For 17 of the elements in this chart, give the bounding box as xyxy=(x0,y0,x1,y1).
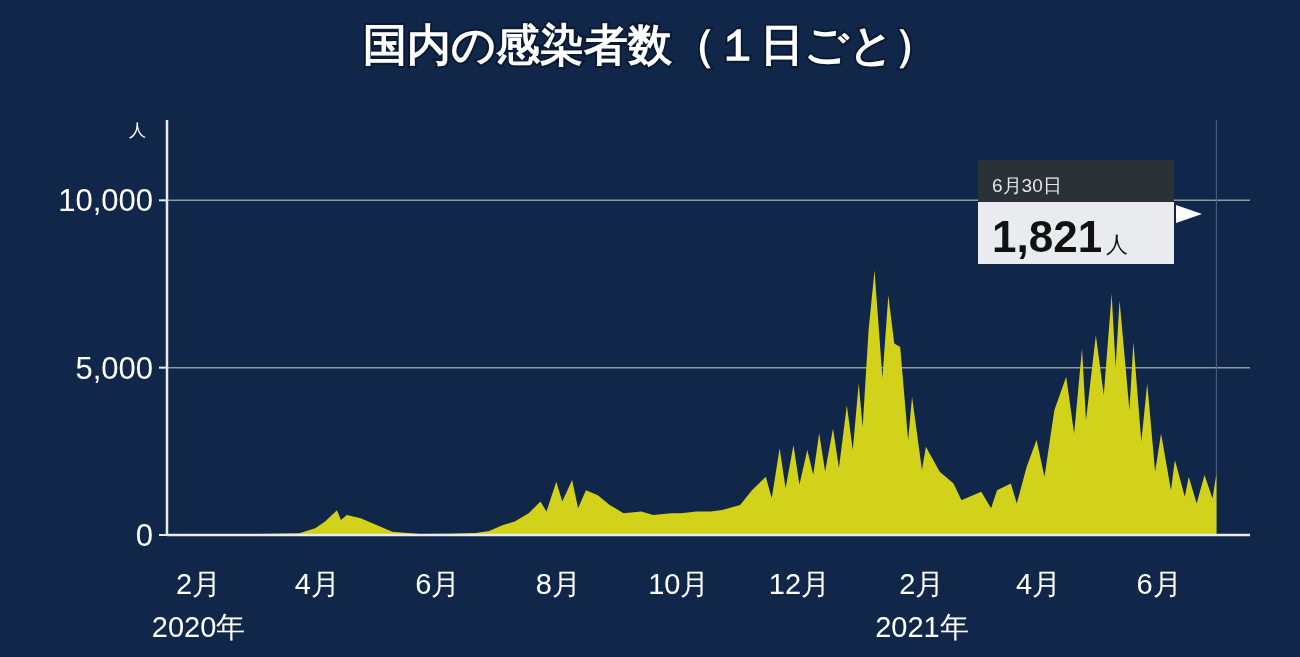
x-tick-label: 2月 2020年 xyxy=(151,568,246,643)
text: 1,821 xyxy=(992,212,1103,261)
x-tick-label: 2月 2021年 xyxy=(875,568,969,643)
x-tick-label: 12月 xyxy=(768,568,831,600)
x-tick-label: 6月 xyxy=(415,568,461,600)
x-tick-label: 4月 xyxy=(1015,568,1062,600)
x-tick-label: 10月 xyxy=(648,568,710,600)
y-tick-label: 5,000 xyxy=(75,350,153,386)
x-tick-label: 6月 xyxy=(1136,568,1182,600)
x-tick-label: 8月 xyxy=(535,568,581,600)
annotation: 6月30日 xyxy=(992,175,1062,196)
y-axis-title: 人 xyxy=(1106,232,1129,257)
x-tick-label: 4月 xyxy=(294,568,340,600)
y-tick-label: 10,000 xyxy=(58,183,153,219)
y-tick-label: 0 xyxy=(135,518,153,553)
chart-title: 国内の感染者数（１日ごと） xyxy=(362,20,938,69)
text: 人 xyxy=(128,121,146,140)
